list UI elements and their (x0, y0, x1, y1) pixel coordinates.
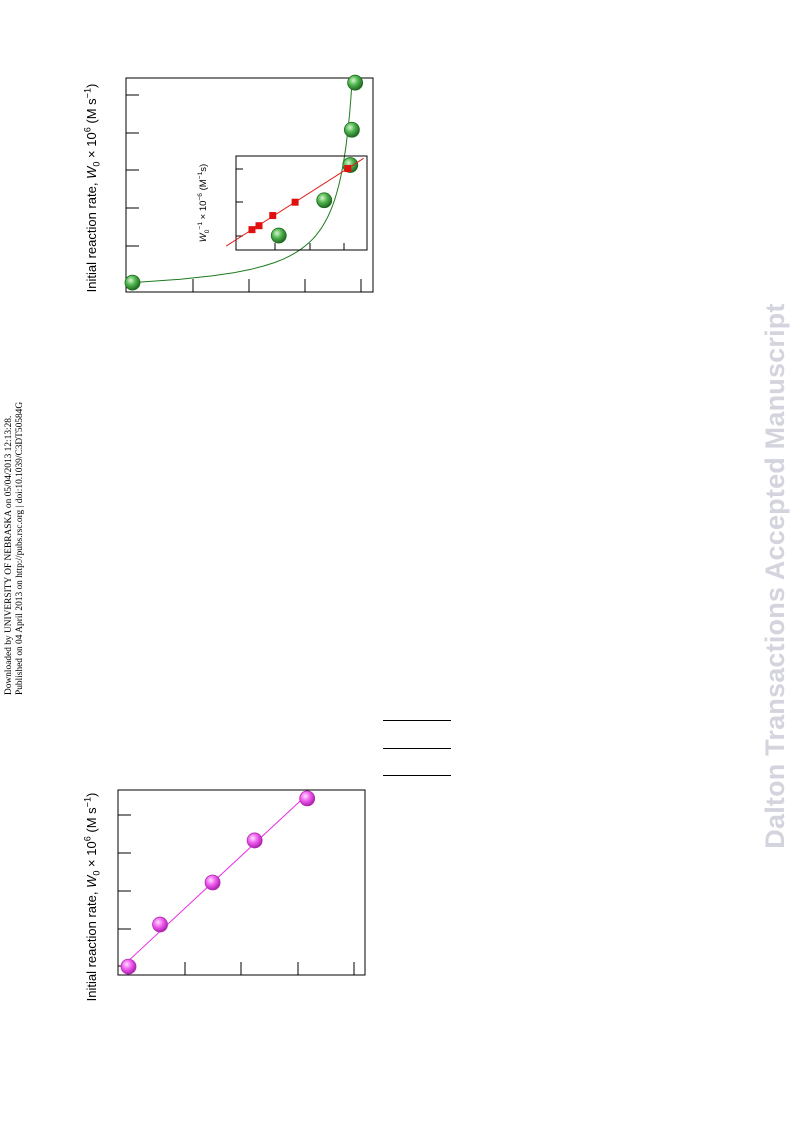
inset-chart-point (291, 198, 299, 206)
top-chart-point (124, 274, 141, 291)
bottom-chart-ticks (118, 814, 355, 975)
inset-chart-point (344, 165, 352, 173)
inset-chart-ticks (236, 168, 345, 250)
top-chart-point (347, 74, 364, 91)
inset-chart-point (255, 222, 263, 230)
bottom-chart-point (204, 874, 221, 891)
table-rules (383, 720, 451, 776)
bottom-chart-point (246, 832, 263, 849)
inset-chart (225, 155, 368, 251)
top-chart-points (124, 74, 364, 291)
top-chart-point (343, 121, 360, 138)
top-chart-fit-curve (132, 82, 353, 284)
bottom-chart-points (120, 790, 316, 975)
top-chart (124, 74, 374, 293)
top-chart-point (270, 227, 287, 244)
inset-chart-frame (235, 155, 368, 251)
inset-chart-points (248, 165, 352, 234)
bottom-chart-point (299, 790, 316, 807)
inset-chart-point (269, 212, 277, 220)
bottom-chart (117, 789, 366, 976)
top-chart-frame (125, 77, 374, 293)
inset-chart-point (248, 226, 256, 234)
bottom-chart-point (152, 916, 168, 933)
top-chart-point (316, 192, 333, 209)
bottom-chart-frame (117, 789, 366, 976)
bottom-chart-point (120, 958, 137, 975)
